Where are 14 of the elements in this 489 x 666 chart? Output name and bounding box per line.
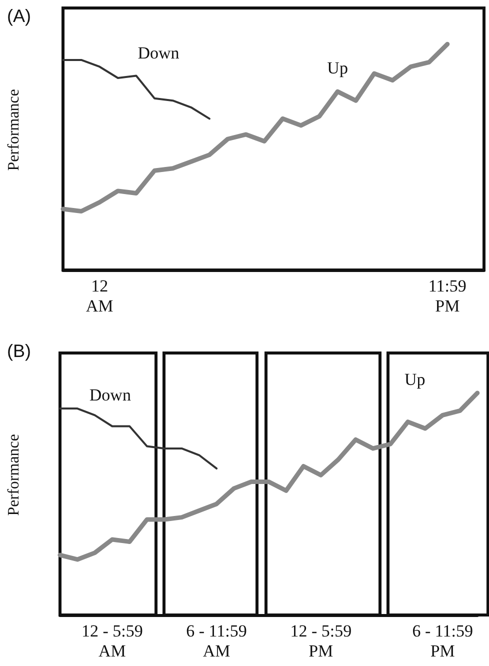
x-tick-label: 11:59 PM (428, 276, 466, 316)
x-tick-label: 12 - 5:59 AM (81, 622, 143, 660)
chart-title: (A) (7, 6, 31, 26)
series-label: Up (404, 370, 426, 389)
chart-title: (B) (7, 341, 31, 361)
x-tick-label: 6 - 11:59 PM (412, 622, 473, 660)
series-label: Down (138, 43, 180, 62)
x-tick-label: 12 AM (86, 276, 114, 316)
y-axis-title: Performance (6, 89, 22, 171)
x-tick-label: 12 - 5:59 PM (290, 622, 352, 660)
x-tick-label: 6 - 11:59 AM (186, 622, 247, 660)
series-label: Up (327, 58, 348, 78)
series-label: Down (89, 385, 132, 404)
y-axis-title: Performance (6, 434, 22, 516)
